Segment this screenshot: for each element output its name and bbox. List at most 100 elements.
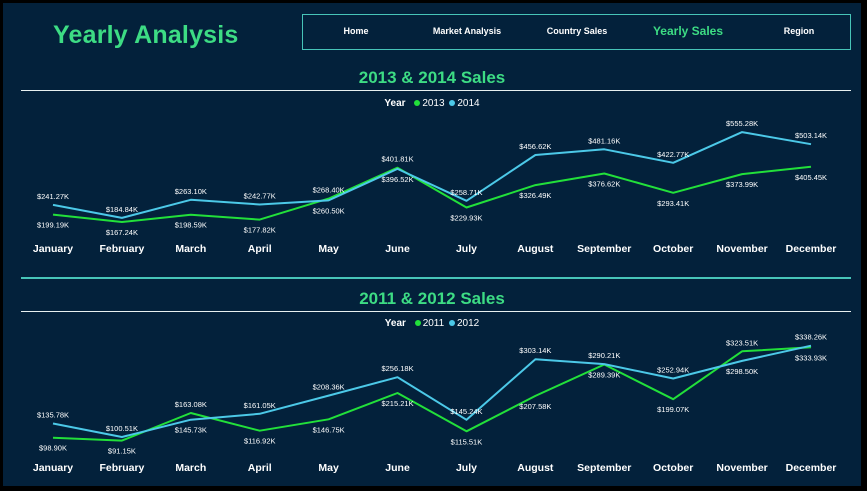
data-label-2013-august: $326.49K <box>519 191 551 200</box>
data-label-2014-june: $396.52K <box>381 175 413 184</box>
data-label-2013-may: $268.40K <box>313 186 345 195</box>
data-label-2014-september: $481.16K <box>588 136 620 145</box>
data-label-2011-april: $116.92K <box>244 437 276 446</box>
chart-2013-2014-legend: Year 2013 2014 <box>3 98 861 109</box>
x-tick-june: June <box>385 243 410 255</box>
data-label-2012-september: $290.21K <box>588 351 620 360</box>
legend-2013-swatch <box>414 100 421 106</box>
x-tick-october: October <box>653 243 693 255</box>
x-tick-november: November <box>716 462 767 474</box>
data-label-2013-january: $199.19K <box>37 221 69 230</box>
data-label-2012-june: $256.18K <box>381 364 413 373</box>
legend-2013-label: 2013 <box>422 98 445 109</box>
data-label-2012-march: $145.73K <box>175 426 207 435</box>
legend-2014-swatch <box>449 100 456 106</box>
data-label-2011-june: $215.21K <box>381 399 413 408</box>
data-label-2012-february: $100.51K <box>106 424 138 433</box>
x-tick-november: November <box>716 243 767 255</box>
data-label-2014-july: $258.71K <box>450 188 482 197</box>
data-label-2011-december: $333.93K <box>795 353 827 362</box>
chart-2013-2014-title: 2013 & 2014 Sales <box>358 68 506 87</box>
data-label-2012-december: $338.26K <box>795 333 827 342</box>
report-canvas: Yearly Analysis Home Market Analysis Cou… <box>3 3 861 486</box>
series-2014-line <box>52 131 812 219</box>
x-tick-september: September <box>577 462 631 474</box>
data-label-2014-january: $241.27K <box>37 192 69 201</box>
data-label-2011-august: $207.58K <box>519 402 551 411</box>
data-label-2013-october: $293.41K <box>657 199 689 208</box>
data-label-2014-august: $456.62K <box>519 142 551 151</box>
data-label-2011-july: $115.51K <box>451 437 483 446</box>
legend-title: Year <box>384 318 406 329</box>
legend-title: Year <box>384 98 406 109</box>
x-tick-august: August <box>517 243 554 255</box>
x-tick-july: July <box>456 243 477 255</box>
x-tick-february: February <box>99 243 144 255</box>
series-2012-line <box>52 344 812 438</box>
series-2011-line <box>52 346 812 442</box>
chart-2011-2012-legend: Year 2011 2012 <box>3 318 861 329</box>
data-label-2011-february: $91.15K <box>108 447 136 456</box>
nav-country-sales-button[interactable]: Country Sales <box>546 26 608 36</box>
legend-2012-swatch <box>448 320 455 326</box>
data-label-2012-july: $145.24K <box>450 407 482 416</box>
data-label-2012-may: $208.36K <box>313 383 345 392</box>
nav-market-analysis-button[interactable]: Market Analysis <box>432 26 502 36</box>
chart-2011-2012-title-rule <box>21 311 851 312</box>
section-divider <box>21 277 851 279</box>
data-label-2011-may: $146.75K <box>313 425 345 434</box>
series-2013-line <box>52 165 812 223</box>
data-label-2013-february: $167.24K <box>106 228 138 237</box>
x-tick-july: July <box>456 462 477 474</box>
chart-2011-2012-plot: $98.90K $91.15K $163.08K $116.92K $146.75K $2… <box>33 333 837 474</box>
data-label-2012-august: $303.14K <box>519 346 551 355</box>
chart-2011-2012-title: 2011 & 2012 Sales <box>359 289 505 308</box>
x-tick-december: December <box>786 243 837 255</box>
data-label-2011-january: $98.90K <box>39 444 67 453</box>
data-label-2014-february: $184.84K <box>106 205 138 214</box>
x-tick-march: March <box>175 243 206 255</box>
legend-2014-label: 2014 <box>457 98 480 109</box>
data-label-2014-october: $422.77K <box>657 150 689 159</box>
data-label-2014-may: $260.50K <box>313 206 345 215</box>
x-tick-december: December <box>786 462 837 474</box>
x-tick-february: February <box>99 462 144 474</box>
nav-home-button[interactable]: Home <box>343 26 369 36</box>
legend-2011-label: 2011 <box>422 318 445 329</box>
page-title: Yearly Analysis <box>53 21 239 49</box>
data-label-2012-april: $161.05K <box>244 401 276 410</box>
x-tick-march: March <box>175 462 206 474</box>
nav-bar: Home Market Analysis Country Sales Yearl… <box>302 14 851 50</box>
data-label-2013-december: $405.45K <box>795 173 827 182</box>
x-tick-january: January <box>33 243 73 255</box>
data-label-2011-march: $163.08K <box>175 400 207 409</box>
chart-2013-2014-title-rule <box>21 90 851 91</box>
data-label-2013-march: $198.59K <box>175 221 207 230</box>
data-label-2014-december: $503.14K <box>795 131 827 140</box>
data-label-2011-september: $289.39K <box>588 370 620 379</box>
nav-yearly-sales-button[interactable]: Yearly Sales <box>652 24 724 38</box>
data-label-2012-january: $135.78K <box>37 410 69 419</box>
x-tick-january: January <box>33 462 73 474</box>
data-label-2014-april: $242.77K <box>244 192 276 201</box>
data-label-2013-november: $373.99K <box>726 180 758 189</box>
x-tick-august: August <box>517 462 554 474</box>
x-tick-september: September <box>577 243 631 255</box>
data-label-2013-june: $401.81K <box>381 155 413 164</box>
x-tick-june: June <box>385 462 410 474</box>
x-tick-may: May <box>318 243 339 255</box>
nav-region-button[interactable]: Region <box>783 26 815 36</box>
data-label-2012-october: $252.94K <box>657 365 689 374</box>
legend-2011-swatch <box>414 320 421 326</box>
data-label-2013-april: $177.82K <box>244 226 276 235</box>
data-label-2012-november: $298.50K <box>726 367 758 376</box>
data-label-2013-september: $376.62K <box>588 179 620 188</box>
chart-2013-2014-plot: $199.19K $167.24K $198.59K $177.82K $268.40K… <box>33 119 837 255</box>
legend-2012-label: 2012 <box>456 318 480 329</box>
x-tick-april: April <box>248 243 272 255</box>
x-tick-may: May <box>318 462 339 474</box>
data-label-2014-march: $263.10K <box>175 187 207 196</box>
data-label-2013-july: $229.93K <box>450 213 482 222</box>
data-label-2014-november: $555.28K <box>726 119 758 128</box>
x-tick-april: April <box>248 462 272 474</box>
